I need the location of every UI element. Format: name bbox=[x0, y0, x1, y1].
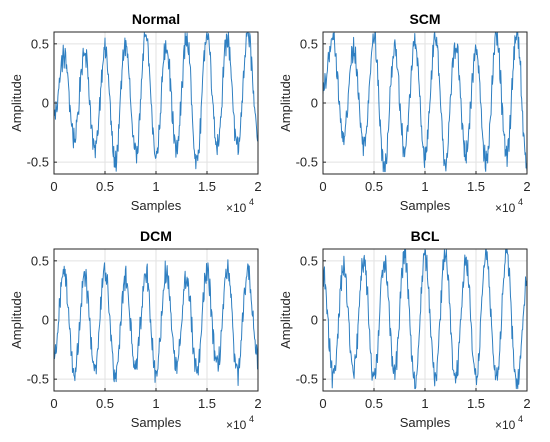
y-tick-label: 0.5 bbox=[300, 36, 318, 51]
x-tick-label: 1.5 bbox=[198, 179, 216, 194]
x-tick-label: 2 bbox=[254, 179, 261, 194]
y-tick-label: 0 bbox=[42, 313, 49, 328]
chart-title: DCM bbox=[140, 228, 172, 244]
x-axis-multiplier: ×10 4 bbox=[226, 197, 254, 215]
y-tick-label: 0.5 bbox=[300, 253, 318, 268]
x-tick-label: 0 bbox=[319, 179, 326, 194]
x-tick-label: 1.5 bbox=[467, 179, 485, 194]
chart-title: BCL bbox=[411, 228, 440, 244]
x-multiplier-exponent: 4 bbox=[518, 414, 523, 424]
x-axis-multiplier: ×10 4 bbox=[226, 414, 254, 432]
y-tick-label: 0 bbox=[311, 96, 318, 111]
signal-line bbox=[53, 32, 259, 172]
chart-title: SCM bbox=[409, 11, 440, 27]
x-tick-label: 0 bbox=[50, 396, 57, 411]
x-tick-label: 0.5 bbox=[96, 179, 114, 194]
x-tick-label: 1.5 bbox=[198, 396, 216, 411]
x-axis-multiplier: ×10 4 bbox=[495, 414, 523, 432]
signal-line bbox=[322, 32, 528, 173]
y-tick-label: -0.5 bbox=[296, 372, 318, 387]
x-tick-label: 2 bbox=[254, 396, 261, 411]
y-axis-label: Amplitude bbox=[9, 291, 24, 349]
x-multiplier-exponent: 4 bbox=[249, 197, 254, 207]
x-axis-label: Samples bbox=[131, 198, 182, 213]
x-multiplier-base: ×10 bbox=[495, 201, 516, 215]
chart-title: Normal bbox=[132, 11, 180, 27]
signal-line bbox=[322, 249, 528, 390]
x-tick-label: 2 bbox=[523, 396, 530, 411]
x-multiplier-exponent: 4 bbox=[249, 414, 254, 424]
x-tick-label: 1 bbox=[421, 179, 428, 194]
y-axis-label: Amplitude bbox=[278, 74, 293, 132]
x-tick-label: 0.5 bbox=[96, 396, 114, 411]
y-tick-label: 0.5 bbox=[31, 36, 49, 51]
x-tick-label: 1.5 bbox=[467, 396, 485, 411]
x-tick-label: 2 bbox=[523, 179, 530, 194]
x-axis-label: Samples bbox=[400, 198, 451, 213]
y-tick-label: -0.5 bbox=[27, 372, 49, 387]
x-axis-multiplier: ×10 4 bbox=[495, 197, 523, 215]
y-tick-label: -0.5 bbox=[296, 155, 318, 170]
x-multiplier-base: ×10 bbox=[226, 201, 247, 215]
y-tick-label: 0 bbox=[42, 96, 49, 111]
x-multiplier-base: ×10 bbox=[226, 418, 247, 432]
y-axis-label: Amplitude bbox=[278, 291, 293, 349]
x-tick-label: 0.5 bbox=[365, 179, 383, 194]
x-tick-label: 1 bbox=[421, 396, 428, 411]
y-tick-label: -0.5 bbox=[27, 155, 49, 170]
x-tick-label: 1 bbox=[152, 396, 159, 411]
y-tick-label: 0.5 bbox=[31, 253, 49, 268]
signal-line bbox=[53, 259, 259, 386]
x-tick-label: 0 bbox=[50, 179, 57, 194]
y-axis-label: Amplitude bbox=[9, 74, 24, 132]
x-multiplier-base: ×10 bbox=[495, 418, 516, 432]
x-tick-label: 0 bbox=[319, 396, 326, 411]
x-multiplier-exponent: 4 bbox=[518, 197, 523, 207]
x-axis-label: Samples bbox=[400, 415, 451, 430]
y-tick-label: 0 bbox=[311, 313, 318, 328]
chart-panel-1: 0 0.5 1 1.5 2-0.500.5NormalSamplesAmplitude×… bbox=[9, 11, 262, 215]
x-axis-label: Samples bbox=[131, 415, 182, 430]
x-tick-label: 1 bbox=[152, 179, 159, 194]
x-tick-label: 0.5 bbox=[365, 396, 383, 411]
